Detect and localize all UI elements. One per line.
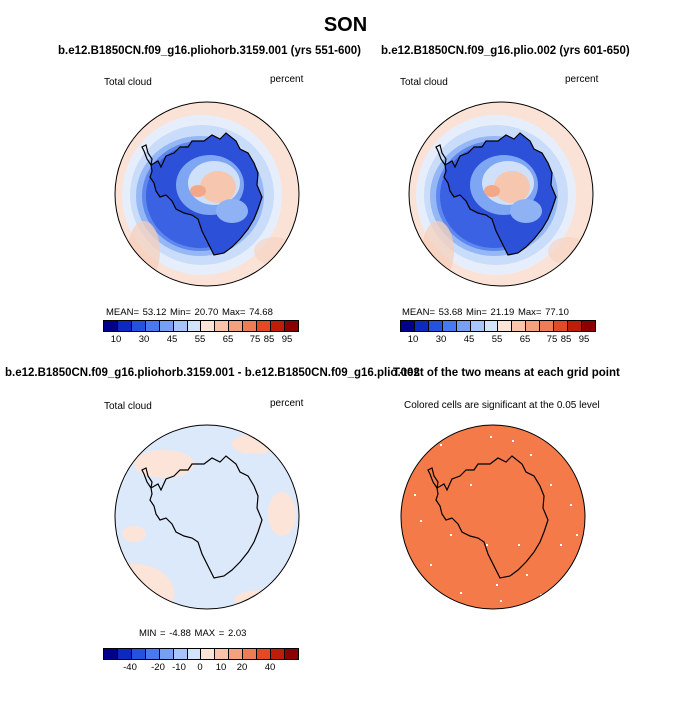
- colorbar-tick: 95: [281, 334, 293, 345]
- colorbar-tick: 0: [197, 662, 203, 673]
- colorbar-tick: 85: [263, 334, 275, 345]
- colorbar-swatch: [243, 649, 258, 659]
- panel-4-title: T-test of the two means at each grid poi…: [393, 367, 620, 379]
- colorbar-swatch: [187, 649, 202, 659]
- colorbar-swatch: [484, 321, 499, 331]
- panel-3-title: b.e12.B1850CN.f09_g16.pliohorb.3159.001 …: [5, 367, 420, 379]
- panel-4-subtitle: Colored cells are significant at the 0.0…: [404, 400, 600, 411]
- panel-3-stats: MIN = -4.88 MAX = 2.03: [139, 628, 247, 639]
- colorbar-tick: 45: [463, 334, 475, 345]
- panel-1-map: [114, 101, 300, 287]
- colorbar-tick: 75: [546, 334, 558, 345]
- colorbar-swatch: [131, 649, 146, 659]
- colorbar-tick: 85: [560, 334, 572, 345]
- colorbar-swatch: [581, 321, 595, 331]
- colorbar-swatch: [470, 321, 485, 331]
- colorbar-swatch: [215, 649, 230, 659]
- panel-2-units-label: percent: [565, 74, 599, 85]
- panel-3-colorbar-ticks: -40 -20 -10 0 10 20 40: [103, 662, 297, 674]
- panel-3-units-label: percent: [270, 398, 304, 409]
- colorbar-swatch: [229, 649, 244, 659]
- colorbar-swatch: [201, 321, 216, 331]
- colorbar-swatch: [554, 321, 569, 331]
- panel-2-stats: MEAN= 53.68 Min= 21.19 Max= 77.10: [402, 307, 569, 318]
- colorbar-swatch: [215, 321, 230, 331]
- panel-1-stats: MEAN= 53.12 Min= 20.70 Max= 74.68: [106, 307, 273, 318]
- colorbar-swatch: [271, 321, 285, 331]
- panel-2-map: [408, 101, 594, 287]
- colorbar-swatch: [145, 649, 160, 659]
- colorbar-swatch: [540, 321, 555, 331]
- colorbar-tick: -40: [123, 662, 137, 673]
- colorbar-swatch: [498, 321, 513, 331]
- colorbar-swatch: [456, 321, 471, 331]
- colorbar-tick: 65: [519, 334, 531, 345]
- colorbar-swatch: [271, 649, 285, 659]
- colorbar-swatch: [173, 649, 188, 659]
- colorbar-swatch: [243, 321, 258, 331]
- colorbar-swatch: [428, 321, 443, 331]
- colorbar-swatch: [104, 321, 118, 331]
- colorbar-tick: -20: [151, 662, 165, 673]
- panel-4-map: [400, 424, 586, 610]
- panel-3-colorbar: [103, 648, 299, 660]
- colorbar-tick: 10: [215, 662, 227, 673]
- panel-2-title: b.e12.B1850CN.f09_g16.plio.002 (yrs 601-…: [381, 45, 630, 57]
- panel-1-variable-label: Total cloud: [104, 77, 152, 88]
- colorbar-swatch: [284, 649, 298, 659]
- colorbar-swatch: [159, 649, 174, 659]
- colorbar-swatch: [257, 649, 272, 659]
- colorbar-tick: -10: [172, 662, 186, 673]
- colorbar-swatch: [284, 321, 298, 331]
- colorbar-swatch: [526, 321, 541, 331]
- panel-3-variable-label: Total cloud: [104, 401, 152, 412]
- panel-1-colorbar-ticks: 10 30 45 55 65 75 85 95: [103, 334, 297, 346]
- colorbar-swatch: [414, 321, 429, 331]
- colorbar-swatch: [145, 321, 160, 331]
- colorbar-swatch: [442, 321, 457, 331]
- main-title: SON: [323, 14, 368, 36]
- colorbar-tick: 55: [194, 334, 206, 345]
- colorbar-tick: 65: [222, 334, 234, 345]
- colorbar-swatch: [201, 649, 216, 659]
- colorbar-tick: 45: [166, 334, 178, 345]
- colorbar-tick: 10: [110, 334, 122, 345]
- colorbar-tick: 40: [264, 662, 276, 673]
- colorbar-swatch: [159, 321, 174, 331]
- colorbar-swatch: [117, 321, 132, 331]
- panel-2-colorbar: [400, 320, 596, 332]
- panel-2-variable-label: Total cloud: [400, 77, 448, 88]
- colorbar-tick: 95: [578, 334, 590, 345]
- colorbar-tick: 75: [249, 334, 261, 345]
- colorbar-swatch: [229, 321, 244, 331]
- colorbar-swatch: [117, 649, 132, 659]
- colorbar-swatch: [401, 321, 415, 331]
- colorbar-tick: 20: [236, 662, 248, 673]
- colorbar-swatch: [173, 321, 188, 331]
- colorbar-swatch: [568, 321, 582, 331]
- panel-2-colorbar-ticks: 10 30 45 55 65 75 85 95: [400, 334, 594, 346]
- panel-1-title: b.e12.B1850CN.f09_g16.pliohorb.3159.001 …: [58, 45, 361, 57]
- panel-1-colorbar: [103, 320, 299, 332]
- colorbar-swatch: [104, 649, 118, 659]
- colorbar-swatch: [187, 321, 202, 331]
- colorbar-tick: 30: [435, 334, 447, 345]
- colorbar-swatch: [512, 321, 527, 331]
- colorbar-swatch: [131, 321, 146, 331]
- panel-3-map: [114, 424, 300, 610]
- colorbar-tick: 10: [407, 334, 419, 345]
- panel-1-units-label: percent: [270, 74, 304, 85]
- colorbar-tick: 55: [491, 334, 503, 345]
- colorbar-tick: 30: [138, 334, 150, 345]
- colorbar-swatch: [257, 321, 272, 331]
